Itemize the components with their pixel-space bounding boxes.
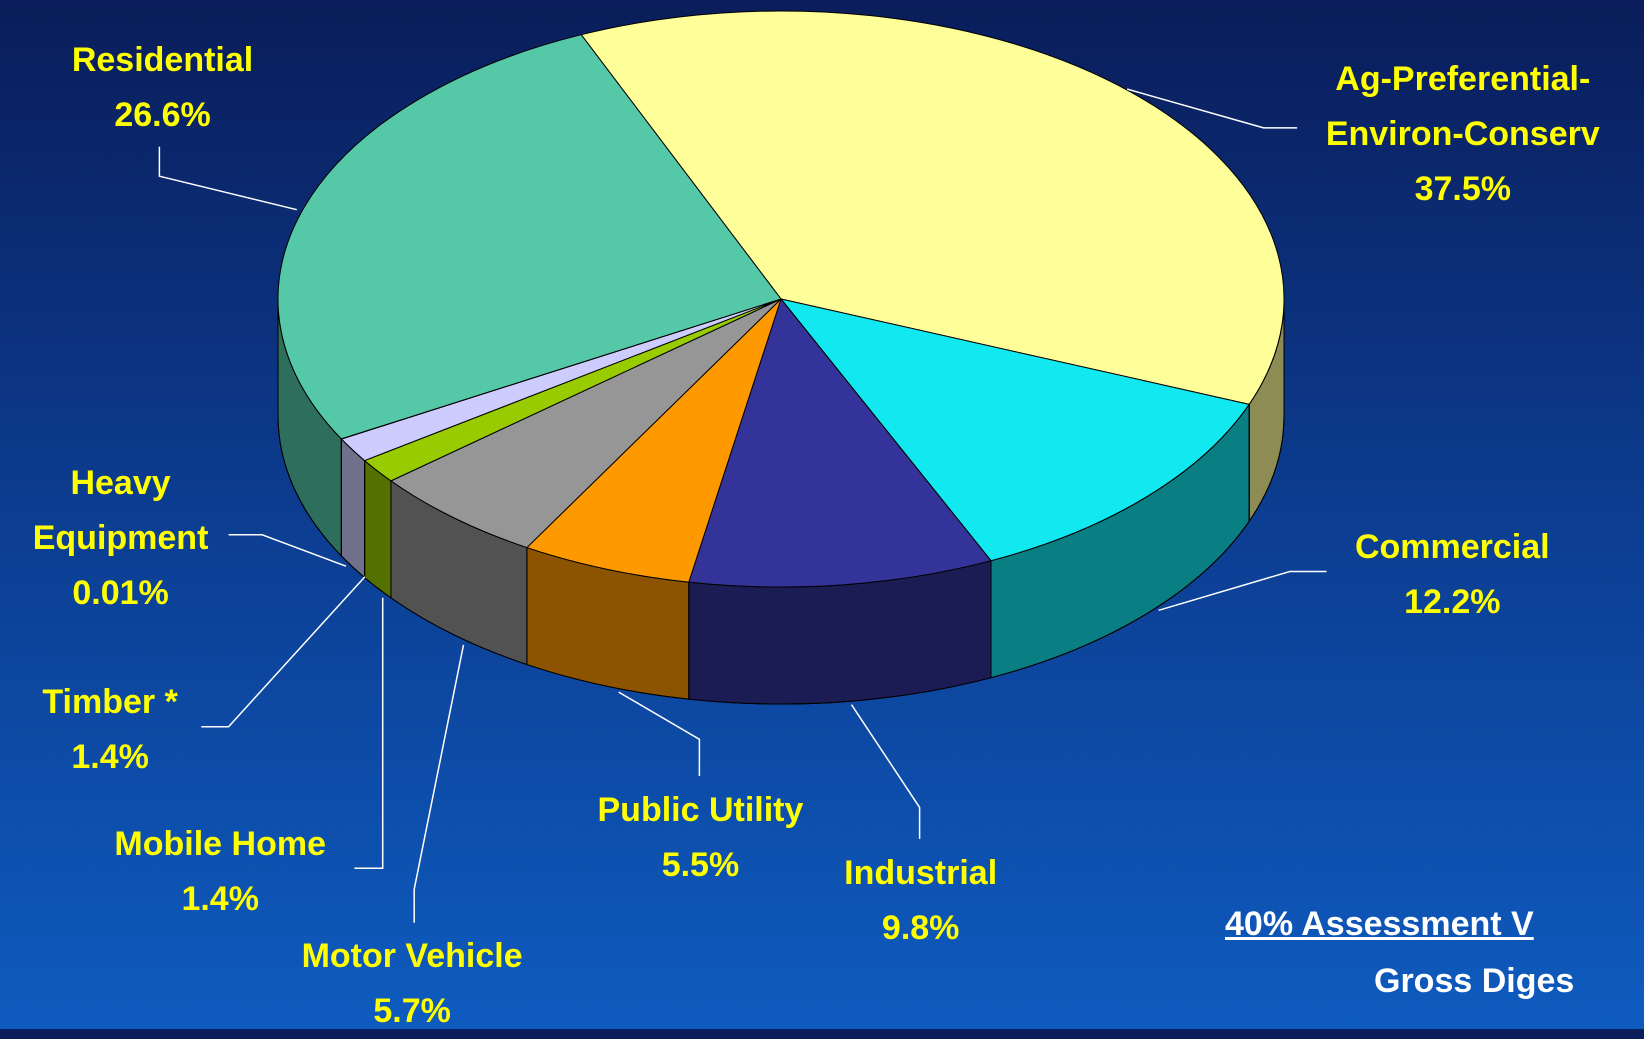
category-label: Timber *	[42, 675, 177, 730]
category-label: Residential	[72, 33, 253, 88]
category-label: Motor Vehicle	[302, 929, 523, 984]
note: Gross Diges	[1374, 962, 1574, 1001]
value-label: 26.6%	[72, 88, 253, 143]
value-label: 5.7%	[302, 984, 523, 1039]
slice-side-shade	[341, 439, 364, 578]
value-label: 12.2%	[1355, 575, 1550, 630]
slice-label: Timber *1.4%	[42, 675, 177, 785]
note: 40% Assessment V	[1225, 905, 1534, 944]
leader-line	[201, 577, 365, 727]
value-label: 37.5%	[1293, 162, 1633, 217]
leader-line	[354, 598, 382, 869]
slice-side-shade	[365, 461, 391, 598]
value-label: 9.8%	[844, 901, 997, 956]
leader-line	[414, 645, 463, 923]
value-label: 1.4%	[114, 872, 326, 927]
category-label: Industrial	[844, 846, 997, 901]
value-label: 0.01%	[21, 566, 221, 621]
leader-line	[852, 705, 920, 839]
value-label: 1.4%	[42, 730, 177, 785]
leader-line	[619, 692, 700, 776]
category-label: Ag-Preferential-Environ-Conserv	[1293, 52, 1633, 162]
value-label: 5.5%	[597, 838, 803, 893]
category-label: Commercial	[1355, 520, 1550, 575]
leader-line	[159, 147, 296, 210]
category-label: Mobile Home	[114, 817, 326, 872]
category-label: Public Utility	[597, 783, 803, 838]
category-label: Heavy Equipment	[21, 456, 221, 566]
